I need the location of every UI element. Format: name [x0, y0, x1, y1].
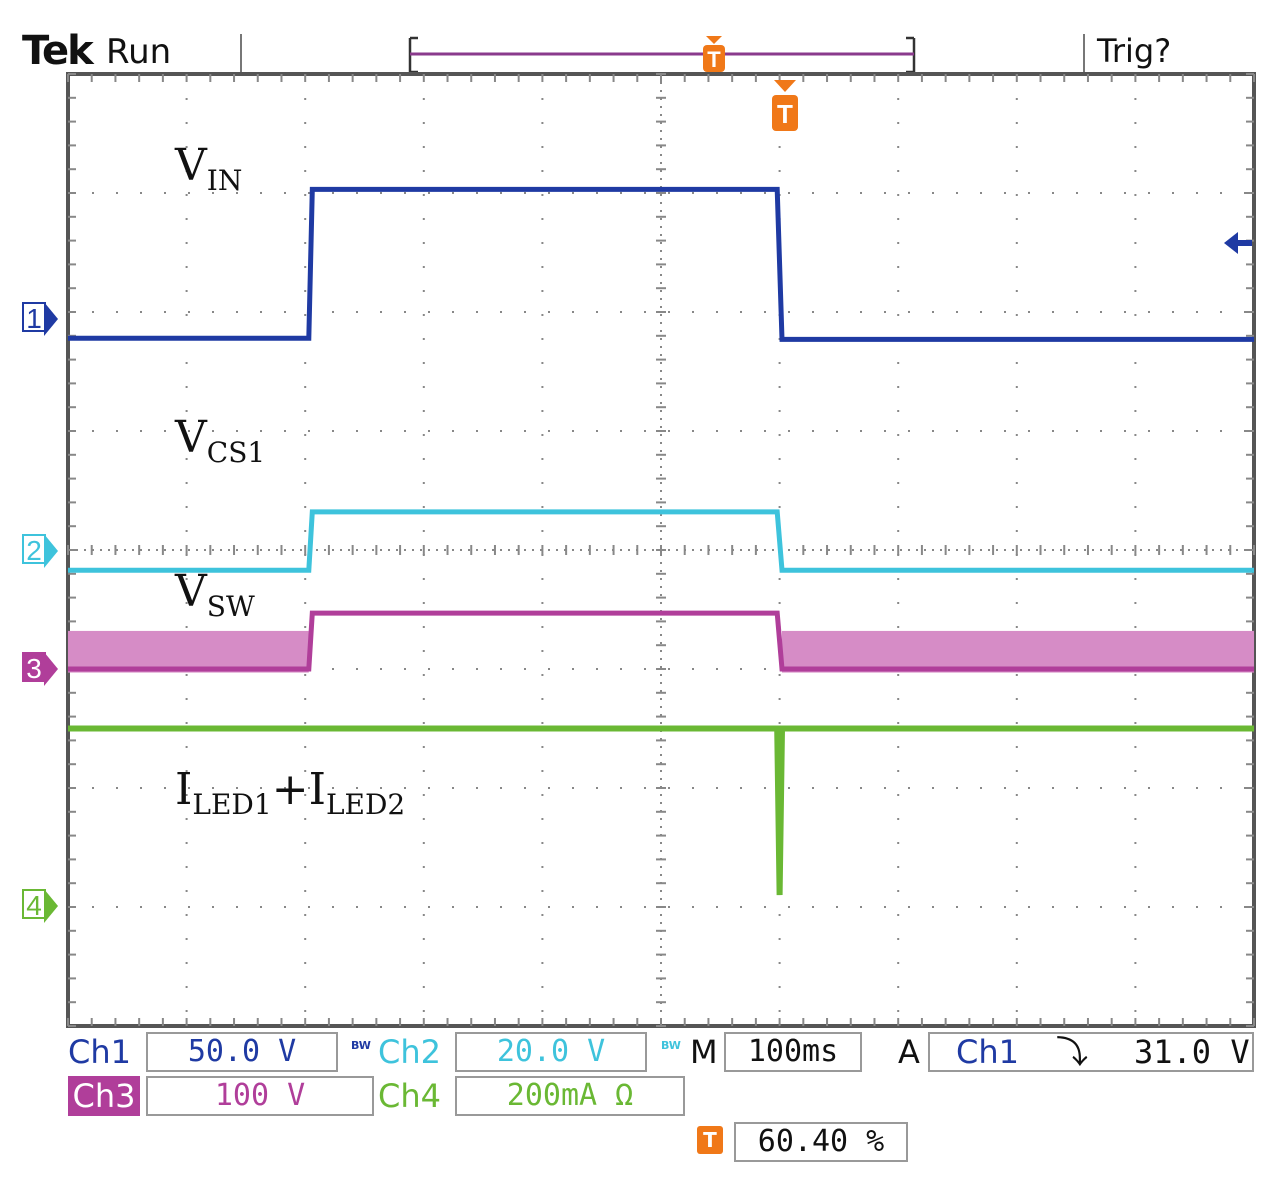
label-vsw: VSW — [175, 566, 255, 623]
trigger-settings-box[interactable] — [928, 1032, 1254, 1072]
label-vcs1: VCS1 — [175, 412, 266, 469]
trigger-position-marker[interactable]: T — [768, 80, 802, 134]
record-position-bar[interactable] — [400, 32, 924, 78]
waveform-display[interactable] — [66, 72, 1256, 1028]
ch4-ground-marker[interactable]: 4 — [22, 889, 58, 923]
trigger-mode: A — [898, 1033, 920, 1071]
trigger-position-icon: T — [697, 1126, 723, 1154]
ch2-scale[interactable]: 20.0 V — [455, 1032, 647, 1072]
ch3-ground-marker[interactable]: 3 — [22, 652, 58, 686]
ch1-ground-marker[interactable]: 1 — [22, 302, 58, 336]
header-divider-right — [1083, 34, 1085, 78]
timebase-label: M — [690, 1033, 718, 1071]
header-divider-left — [240, 34, 242, 78]
trace-iled — [68, 725, 1254, 896]
ch1-scale[interactable]: 50.0 V — [146, 1032, 338, 1072]
trigger-level-arrow[interactable] — [1224, 230, 1254, 256]
trigger-slope-icon: ⤵ — [1056, 1033, 1089, 1071]
trace-vin — [68, 186, 1254, 342]
acquisition-status: Run — [106, 32, 172, 72]
ch4-label[interactable]: Ch4 — [378, 1077, 441, 1115]
ch2-ground-marker[interactable]: 2 — [22, 534, 58, 568]
ch2-bw-limit-icon: BW — [661, 1039, 681, 1052]
trace-vsw — [68, 610, 1254, 672]
ch4-scale[interactable]: 200mA Ω — [455, 1076, 685, 1116]
label-vin: VIN — [175, 140, 243, 197]
trigger-status: Trig? — [1097, 32, 1172, 70]
label-iled: ILED1+ILED2 — [175, 764, 406, 821]
timebase-value[interactable]: 100ms — [724, 1032, 862, 1072]
record-trigger-marker: T — [703, 36, 725, 72]
traces — [68, 186, 1254, 896]
svg-text:T: T — [777, 99, 793, 129]
ch3-scale[interactable]: 100 V — [146, 1076, 374, 1116]
trace-vcs1 — [68, 509, 1254, 573]
trigger-source: Ch1 — [956, 1033, 1019, 1071]
trigger-position-value[interactable]: 60.40 % — [734, 1122, 908, 1162]
ch2-label[interactable]: Ch2 — [378, 1033, 441, 1071]
vsw-switching-band-right — [781, 630, 1254, 673]
ch1-label[interactable]: Ch1 — [68, 1033, 131, 1071]
ch1-bw-limit-icon: BW — [351, 1039, 371, 1052]
ch3-label[interactable]: Ch3 — [68, 1076, 140, 1116]
vsw-switching-band-left — [68, 630, 309, 673]
svg-text:T: T — [707, 47, 721, 72]
brand-logo: Tek — [22, 28, 94, 74]
trigger-level: 31.0 V — [1134, 1033, 1250, 1071]
